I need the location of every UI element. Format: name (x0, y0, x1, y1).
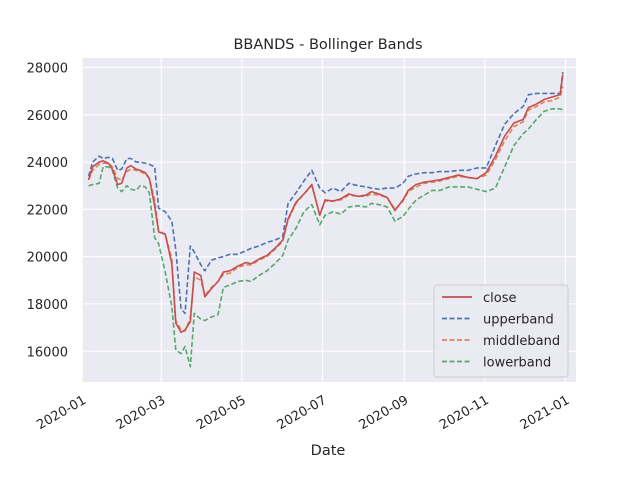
legend-label-close: close (483, 291, 516, 306)
grid-lines (81, 58, 576, 382)
y-tick-label: 24000 (27, 156, 68, 171)
y-tick-label: 22000 (27, 203, 68, 218)
x-axis-label: Date (311, 443, 346, 459)
y-tick-label: 16000 (27, 345, 68, 360)
legend-label-upperband: upperband (483, 313, 554, 328)
series-layer (87, 72, 564, 368)
legend-label-lowerband: lowerband (483, 356, 551, 371)
legend-label-middleband: middleband (483, 334, 560, 349)
y-tick-label: 18000 (27, 298, 68, 313)
legend-box (433, 284, 569, 378)
series-line-close (87, 74, 564, 334)
series-line-upperband (87, 72, 564, 315)
y-tick-label: 26000 (27, 109, 68, 124)
y-tick-label: 20000 (27, 251, 68, 266)
legend: close upperband middleband lowerband (433, 284, 569, 378)
series-line-lowerband (88, 108, 564, 368)
chart-title: BBANDS - Bollinger Bands (233, 37, 422, 53)
y-axis: 16000 18000 20000 22000 24000 26000 28000 (27, 61, 68, 360)
y-tick-label: 28000 (27, 61, 68, 76)
